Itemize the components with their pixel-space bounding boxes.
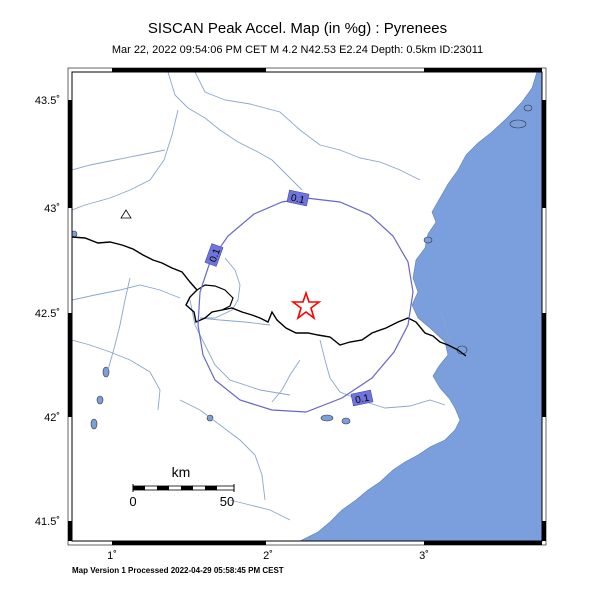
country-border	[72, 236, 467, 357]
lon-label: 3˚	[419, 550, 429, 562]
triangle-icon	[120, 209, 132, 219]
lat-label: 42.5˚	[35, 308, 60, 320]
contour-label: 0.1	[350, 389, 374, 407]
star-icon	[290, 290, 322, 321]
svg-text:0.1: 0.1	[290, 193, 306, 207]
lake	[523, 104, 533, 112]
lake	[423, 236, 433, 244]
frame-bars	[68, 68, 546, 545]
scale-end-label: 50	[220, 494, 234, 509]
map-version-footer: Map Version 1 Processed 2022-04-29 05:58…	[72, 566, 284, 575]
lake	[509, 119, 527, 129]
lat-label: 43.5˚	[35, 95, 60, 107]
map-frame	[71, 71, 543, 542]
lake	[96, 395, 104, 405]
svg-text:0.1: 0.1	[208, 247, 223, 264]
lon-label: 1˚	[107, 550, 117, 562]
scale-unit: km	[172, 464, 191, 480]
lake	[90, 418, 98, 430]
map-title: SISCAN Peak Accel. Map (in %g) : Pyrenee…	[147, 20, 448, 37]
country-border	[196, 284, 234, 311]
lat-label: 42˚	[44, 412, 60, 424]
lake	[102, 366, 110, 378]
scale-start-label: 0	[129, 494, 136, 509]
scale-bar: km 0 50	[129, 464, 235, 509]
svg-text:0.1: 0.1	[354, 393, 370, 407]
map-subtitle: Mar 22, 2022 09:54:06 PM CET M 4.2 N42.5…	[111, 44, 484, 56]
lon-label: 2˚	[263, 550, 273, 562]
lake	[320, 414, 334, 422]
contour-label: 0.1	[286, 189, 310, 207]
rivers	[72, 72, 451, 521]
lat-label: 41.5˚	[35, 516, 60, 528]
lake	[341, 417, 351, 425]
contour-label: 0.1	[204, 243, 224, 267]
lat-label: 43˚	[44, 203, 60, 215]
sea-area	[299, 72, 542, 541]
